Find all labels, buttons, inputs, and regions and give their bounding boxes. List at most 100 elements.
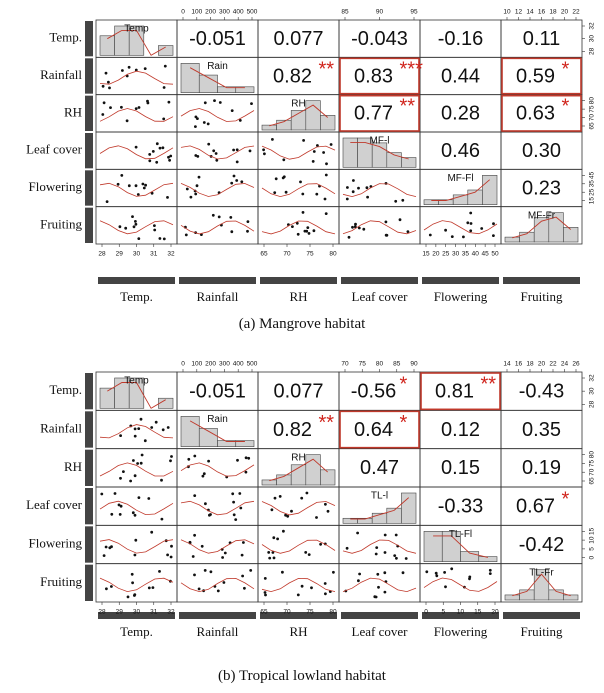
scatter-point	[133, 427, 137, 431]
row-label-bar	[85, 170, 93, 206]
scatter-point	[356, 531, 359, 535]
scatter-point	[346, 186, 349, 189]
bottom-tick-label: 45	[482, 251, 490, 258]
scatter-point	[166, 426, 170, 429]
scatter-point	[126, 595, 130, 599]
scatter-point	[193, 494, 197, 497]
scatter-point	[170, 455, 173, 458]
row-label-rh: RH	[64, 104, 82, 119]
scatter-point	[196, 155, 200, 158]
scatter-point	[232, 500, 236, 504]
scatter-point	[131, 581, 135, 585]
scatter-point	[229, 216, 233, 219]
scatter-point	[401, 571, 405, 575]
top-tick-label: 300	[219, 361, 230, 368]
scatter-point	[104, 71, 108, 75]
scatter-point	[143, 67, 147, 70]
scatter-point	[230, 230, 234, 234]
column-label-flowering: Flowering	[434, 289, 488, 304]
scatter-point	[271, 551, 275, 554]
diagonal-label: Temp	[124, 376, 149, 387]
scatter-point	[264, 593, 267, 597]
scatter-point	[377, 585, 380, 589]
top-tick-label: 10	[503, 9, 511, 16]
matrix-cell	[176, 524, 259, 565]
scatter-point	[273, 496, 277, 500]
significance-stars: **	[400, 96, 416, 118]
scatter-point	[357, 579, 360, 583]
scatter-point	[197, 175, 201, 179]
correlation-value: 0.82	[273, 65, 312, 87]
scatter-point	[137, 496, 141, 499]
scatter-point	[101, 113, 105, 116]
scatter-point	[195, 184, 199, 188]
histogram-bar	[320, 469, 336, 486]
correlation-value: -0.43	[519, 380, 565, 402]
scatter-point	[246, 220, 250, 224]
scatter-point	[100, 492, 104, 496]
histogram-bar	[128, 25, 145, 56]
scatter-point	[365, 186, 369, 190]
matrix-cell	[338, 524, 421, 565]
scatter-point	[302, 139, 305, 142]
scatter-point	[434, 571, 438, 575]
correlation-value: 0.077	[273, 380, 323, 402]
scatter-point	[133, 434, 137, 438]
smooth-line	[180, 145, 255, 160]
scatter-point	[300, 496, 304, 500]
scatter-point	[206, 122, 210, 126]
scatter-point	[296, 232, 300, 236]
bottom-tick-label: 31	[150, 251, 158, 258]
smooth-line	[99, 108, 174, 122]
row-label-bar	[85, 488, 93, 525]
scatter-point	[323, 582, 327, 585]
scatter-point	[263, 591, 267, 594]
diagonal-label: RH	[291, 452, 305, 463]
density-curve	[512, 216, 571, 239]
scatter-point	[267, 551, 271, 554]
scatter-point	[223, 551, 227, 555]
column-label-bar	[503, 612, 580, 619]
matrix-cell	[500, 206, 583, 245]
bottom-tick-label: 30	[133, 609, 141, 616]
scatter-point	[428, 233, 432, 237]
correlation-value: 0.59	[516, 65, 555, 87]
scatter-point	[404, 557, 408, 560]
smooth-line	[99, 577, 174, 593]
matrix-cell	[176, 563, 259, 603]
scatter-point	[136, 193, 140, 196]
scatter-point	[284, 190, 288, 194]
top-tick-label: 24	[561, 361, 569, 368]
scatter-point	[240, 180, 244, 184]
scatter-point	[108, 546, 112, 550]
scatter-point	[185, 187, 189, 191]
diagonal-label: MF-Fl	[447, 173, 473, 184]
matrix-cell	[338, 168, 421, 208]
right-tick-label: 30	[589, 387, 596, 395]
top-tick-label: 90	[410, 361, 418, 368]
significance-box	[501, 94, 582, 132]
scatter-point	[204, 502, 207, 506]
histogram-bar	[441, 531, 461, 562]
correlation-value: 0.23	[522, 177, 561, 199]
scatter-point	[162, 86, 166, 89]
scatter-point	[351, 190, 355, 194]
scatter-point	[116, 182, 120, 186]
bottom-tick-label: 25	[442, 251, 450, 258]
right-tick-label: 75	[589, 459, 596, 467]
histogram-bar	[235, 440, 255, 447]
correlation-value: 0.30	[522, 140, 561, 162]
significance-stars: *	[562, 488, 570, 510]
bottom-tick-label: 5	[441, 609, 445, 616]
scatter-point	[240, 553, 244, 557]
correlation-value: 0.77	[354, 103, 393, 125]
column-label-bar	[98, 277, 175, 284]
scatter-point	[238, 492, 242, 495]
matrix-cell	[176, 206, 259, 245]
column-label-rainfall: Rainfall	[197, 624, 239, 639]
scatter-point	[231, 492, 235, 496]
scatter-point	[393, 554, 397, 557]
scatter-point	[203, 101, 207, 105]
smooth-line	[261, 183, 336, 198]
row-label-fruiting: Fruiting	[40, 216, 82, 231]
